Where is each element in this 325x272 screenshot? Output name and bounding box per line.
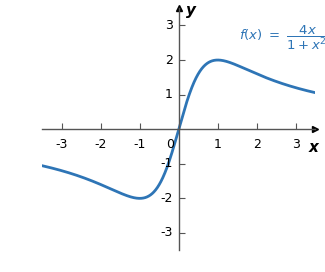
Text: y: y bbox=[186, 4, 196, 18]
Text: $f(x)\ =\ \dfrac{4x}{1 + x^2}$: $f(x)\ =\ \dfrac{4x}{1 + x^2}$ bbox=[239, 23, 325, 52]
Text: x: x bbox=[308, 140, 318, 154]
Text: -1: -1 bbox=[161, 157, 173, 170]
Text: -2: -2 bbox=[161, 192, 173, 205]
Text: -3: -3 bbox=[161, 227, 173, 239]
Text: -2: -2 bbox=[95, 138, 107, 151]
Text: 2: 2 bbox=[165, 54, 173, 67]
Text: 1: 1 bbox=[165, 88, 173, 101]
Text: 3: 3 bbox=[165, 19, 173, 32]
Text: -1: -1 bbox=[134, 138, 146, 151]
Text: 2: 2 bbox=[253, 138, 261, 151]
Text: 1: 1 bbox=[214, 138, 222, 151]
Text: 3: 3 bbox=[292, 138, 300, 151]
Text: -3: -3 bbox=[56, 138, 68, 151]
Text: 0: 0 bbox=[166, 138, 174, 151]
